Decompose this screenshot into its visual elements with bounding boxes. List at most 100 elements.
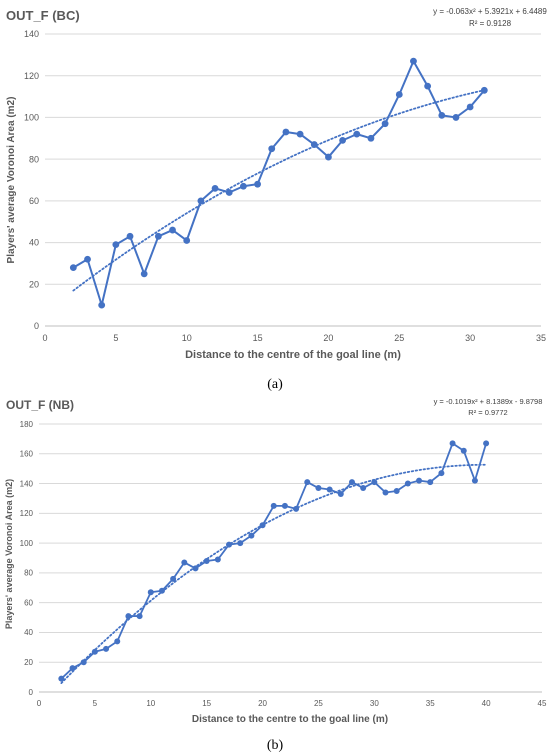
chart-a-x-tick-label: 10 [182, 333, 192, 343]
chart-a-data-point [240, 182, 247, 190]
chart-b-x-tick-label: 0 [37, 699, 42, 708]
chart-a-data-point [154, 232, 162, 240]
chart-a-data-point [310, 141, 318, 148]
chart-b-data-point [114, 638, 121, 645]
chart-a-y-tick-label: 100 [24, 113, 39, 123]
chart-b-data-point [237, 540, 244, 547]
chart-a-data-point [282, 128, 290, 136]
chart-a-data-point [466, 103, 474, 111]
chart-b-y-axis-label: Players' average Voronoi Area (m2) [4, 479, 14, 629]
chart-b-data-point [125, 613, 132, 620]
chart-a-x-tick-labels: 0 5 10 15 20 25 30 35 [42, 333, 546, 343]
chart-b-data-point [382, 489, 389, 496]
chart-b-data-point [348, 479, 355, 486]
chart-a-data-point [126, 232, 134, 240]
chart-a-data-point [140, 270, 148, 278]
chart-b-data-point [360, 485, 367, 492]
chart-a-gridlines [45, 33, 541, 327]
chart-a-data-point [353, 130, 361, 138]
chart-a-x-tick-label: 5 [113, 333, 118, 343]
chart-a: OUT_F (BC) y = -0.063x² + 5.3921x + 6.44… [6, 7, 547, 392]
chart-a-y-tick-label: 40 [29, 238, 39, 248]
chart-a-data-point [410, 57, 417, 65]
chart-a-data-point [211, 184, 219, 192]
chart-b-x-axis-label: Distance to the centre to the goal line … [192, 714, 388, 725]
chart-a-series-line [72, 60, 486, 307]
chart-b-x-tick-label: 10 [146, 699, 155, 708]
chart-b-data-point [483, 440, 490, 447]
chart-a-trendline [72, 89, 486, 292]
chart-b-x-tick-labels: 0 5 10 15 20 25 30 35 40 45 [37, 699, 547, 708]
chart-b-trendline-group [60, 463, 488, 684]
chart-b-points [58, 440, 490, 682]
chart-a-y-tick-label: 120 [24, 71, 39, 81]
chart-b-data-point [103, 645, 110, 652]
chart-b-y-tick-labels: 0 20 40 60 80 100 120 140 160 180 [20, 420, 34, 697]
chart-b-data-point [259, 522, 266, 529]
chart-a-data-point [197, 197, 205, 205]
chart-a-title: OUT_F (BC) [6, 8, 80, 23]
chart-b-data-point [80, 659, 87, 666]
chart-b-data-point [192, 565, 199, 572]
chart-b-data-point [371, 479, 378, 486]
chart-b-x-tick-label: 5 [93, 699, 98, 708]
chart-a-data-point [296, 130, 304, 138]
chart-a-y-tick-labels: 0 20 40 60 80 100 120 140 [24, 29, 39, 331]
chart-b-data-point [337, 490, 344, 497]
chart-b-data-point [449, 440, 456, 447]
chart-b-equation: y = -0.1019x² + 8.1389x - 9.8798 [434, 397, 543, 406]
chart-b-data-point [416, 477, 423, 484]
chart-a-x-tick-label: 35 [536, 333, 546, 343]
chart-b-x-tick-label: 30 [370, 699, 379, 708]
chart-b-data-point [393, 488, 400, 494]
chart-a-data-point [183, 237, 191, 244]
chart-a-x-tick-label: 25 [394, 333, 404, 343]
chart-a-data-point [98, 301, 106, 309]
chart-a-data-point [268, 145, 276, 153]
chart-a-trendline-group [72, 89, 486, 292]
chart-a-data-point [395, 91, 403, 98]
chart-b-x-tick-label: 20 [258, 699, 267, 708]
chart-b-y-tick-label: 160 [20, 450, 34, 459]
chart-a-data-point [424, 82, 432, 90]
chart-a-y-tick-label: 80 [29, 154, 39, 164]
chart-a-x-tick-label: 30 [465, 333, 475, 343]
chart-a-data-point [367, 134, 375, 142]
chart-a-data-point [169, 226, 176, 234]
chart-b-y-tick-label: 100 [20, 539, 34, 548]
chart-b-data-point [315, 485, 322, 492]
chart-b-data-point [158, 587, 165, 594]
chart-b-y-tick-label: 80 [24, 569, 33, 578]
chart-b-data-point [58, 675, 65, 682]
chart-b-title: OUT_F (NB) [6, 398, 74, 412]
chart-a-y-axis-label: Players' average Voronoi Area (m2) [6, 97, 17, 264]
chart-b: OUT_F (NB) y = -0.1019x² + 8.1389x - 9.8… [4, 397, 547, 753]
chart-b-data-point [427, 479, 434, 486]
chart-b-y-tick-label: 0 [29, 688, 34, 697]
chart-a-data-point [254, 180, 261, 188]
chart-b-data-point [326, 486, 333, 493]
chart-b-x-tick-label: 25 [314, 699, 323, 708]
chart-b-y-tick-label: 40 [24, 628, 33, 637]
chart-b-y-tick-label: 140 [20, 479, 34, 488]
chart-b-data-point [460, 447, 467, 454]
chart-b-y-tick-label: 180 [20, 420, 34, 429]
chart-b-gridlines [39, 423, 542, 693]
chart-a-data-point [112, 241, 120, 249]
chart-b-data-point [293, 505, 300, 512]
chart-b-x-tick-label: 35 [426, 699, 435, 708]
chart-b-series-line [60, 442, 487, 680]
chart-b-data-point [214, 556, 221, 563]
chart-a-r2: R² = 0.9128 [469, 19, 512, 28]
chart-b-data-point [270, 502, 277, 509]
chart-a-data-point [452, 114, 460, 121]
chart-a-y-tick-label: 0 [34, 321, 39, 331]
chart-b-data-point [304, 479, 311, 486]
chart-a-data-point [325, 153, 332, 161]
chart-b-x-tick-label: 15 [202, 699, 211, 708]
chart-b-trendline [60, 463, 488, 684]
chart-b-y-tick-label: 120 [20, 509, 34, 518]
chart-a-data-point [480, 86, 488, 94]
chart-a-data-point [339, 136, 346, 144]
